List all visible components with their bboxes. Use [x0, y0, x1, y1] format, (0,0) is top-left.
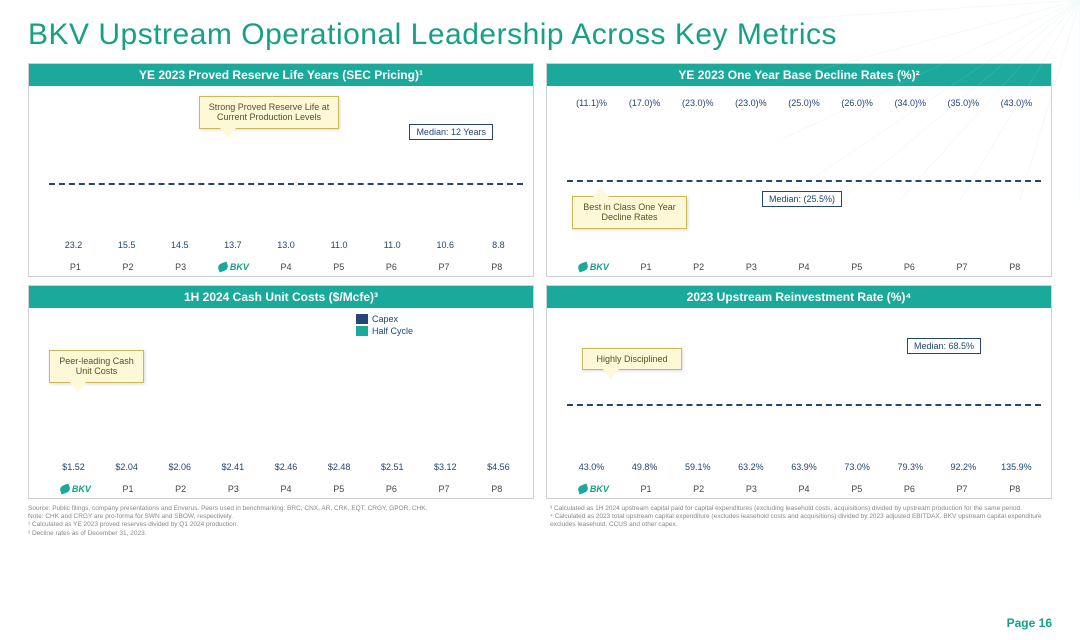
callout-reserve-life: Strong Proved Reserve Life at Current Pr…: [199, 96, 339, 130]
bar-value: 79.3%: [897, 462, 923, 472]
page-number: Page 16: [1007, 616, 1052, 630]
footnote-line: ¹ Calculated as YE 2023 proved reserves …: [28, 521, 530, 529]
bar-value: 73.0%: [844, 462, 870, 472]
segment-value: $1.60: [488, 471, 508, 480]
segment-value: $1.30: [276, 471, 296, 480]
bar-total: $2.48: [328, 462, 351, 472]
bar-value: 10.6: [437, 240, 455, 250]
bar-value: 23.2: [65, 240, 83, 250]
bar-total: $3.12: [434, 462, 457, 472]
callout-decline-rates: Best in Class One Year Decline Rates: [572, 196, 687, 230]
segment-value: $1.29: [223, 471, 243, 480]
median-label: Median: 68.5%: [907, 338, 981, 354]
bar-total: $2.46: [275, 462, 298, 472]
bar-total: $2.06: [169, 462, 192, 472]
bar-value: (23.0)%: [735, 98, 767, 108]
bar-value: 14.5: [171, 240, 189, 250]
bar-value: 43.0%: [579, 462, 605, 472]
bar-value: 92.2%: [951, 462, 977, 472]
segment-value: $1.24: [329, 471, 349, 480]
segment-value: $1.76: [382, 471, 402, 480]
bar-value: 63.9%: [791, 462, 817, 472]
median-label: Median: 12 Years: [409, 124, 493, 140]
panel-decline-rates: YE 2023 One Year Base Decline Rates (%)²…: [546, 63, 1052, 277]
segment-value: $1.17: [117, 471, 137, 480]
legend-item: Capex: [356, 314, 413, 324]
bar-value: (17.0)%: [629, 98, 661, 108]
panel-reserve-life: YE 2023 Proved Reserve Life Years (SEC P…: [28, 63, 534, 277]
bar-value: (35.0)%: [948, 98, 980, 108]
footnote-line: Note: CHK and CRGY are pro-forma for SWN…: [28, 513, 530, 521]
chart-grid: YE 2023 Proved Reserve Life Years (SEC P…: [28, 63, 1052, 499]
panel-header: 1H 2024 Cash Unit Costs ($/Mcfe)³: [29, 286, 533, 308]
bar-total: $4.56: [487, 462, 510, 472]
segment-value: $0.66: [435, 471, 455, 480]
bar-total: $2.04: [115, 462, 138, 472]
bar-value: 8.8: [492, 240, 505, 250]
footnote-line: ² Decline rates as of December 31, 2023.: [28, 530, 530, 538]
bar-total: $2.51: [381, 462, 404, 472]
panel-reinvestment-rate: 2023 Upstream Reinvestment Rate (%)⁴ Hig…: [546, 285, 1052, 499]
bar-value: (25.0)%: [788, 98, 820, 108]
footnote-line: Source: Public filings, company presenta…: [28, 505, 530, 513]
bar-value: (23.0)%: [682, 98, 714, 108]
median-label: Median: (25.5%): [762, 191, 842, 207]
bar-value: 11.0: [331, 240, 348, 250]
bar-value: 59.1%: [685, 462, 711, 472]
bar-total: $2.41: [222, 462, 245, 472]
bar-value: 15.5: [118, 240, 136, 250]
bar-value: (34.0)%: [894, 98, 926, 108]
segment-value: $0.15: [64, 471, 84, 480]
bar-value: 135.9%: [1001, 462, 1032, 472]
footnote-line: ⁴ Calculated as 2023 total upstream capi…: [550, 513, 1052, 530]
bar-value: 11.0: [384, 240, 401, 250]
panel-cash-unit-costs: 1H 2024 Cash Unit Costs ($/Mcfe)³ CapexH…: [28, 285, 534, 499]
bar-total: $1.52: [62, 462, 85, 472]
bar-value: 63.2%: [738, 462, 764, 472]
footnotes: Source: Public filings, company presenta…: [28, 505, 1052, 539]
panel-header: YE 2023 Proved Reserve Life Years (SEC P…: [29, 64, 533, 86]
bar-value: (11.1)%: [576, 98, 607, 108]
panel-header: 2023 Upstream Reinvestment Rate (%)⁴: [547, 286, 1051, 308]
bar-value: 49.8%: [632, 462, 658, 472]
bar-value: (43.0)%: [1001, 98, 1033, 108]
segment-value: $0.46: [170, 471, 190, 480]
panel-header: YE 2023 One Year Base Decline Rates (%)²: [547, 64, 1051, 86]
page-title: BKV Upstream Operational Leadership Acro…: [28, 18, 1052, 53]
callout-reinvestment: Highly Disciplined: [582, 348, 682, 371]
bar-value: 13.0: [277, 240, 295, 250]
bar-value: (26.0)%: [841, 98, 873, 108]
callout-cash-costs: Peer-leading Cash Unit Costs: [49, 350, 144, 384]
footnote-line: ³ Calculated as 1H 2024 upstream capital…: [550, 505, 1052, 513]
bar-value: 13.7: [224, 240, 242, 250]
